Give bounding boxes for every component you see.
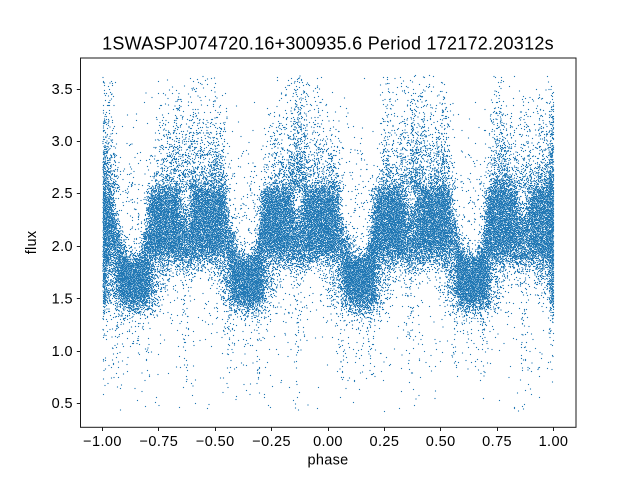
- svg-text:3.0: 3.0: [52, 134, 73, 150]
- svg-text:0.5: 0.5: [52, 396, 73, 412]
- svg-text:−0.75: −0.75: [140, 434, 179, 450]
- svg-text:−0.50: −0.50: [196, 434, 235, 450]
- svg-text:2.5: 2.5: [52, 186, 73, 202]
- svg-text:phase: phase: [307, 453, 348, 469]
- svg-text:0.50: 0.50: [426, 434, 456, 450]
- svg-text:1.5: 1.5: [52, 291, 73, 307]
- svg-text:−0.25: −0.25: [252, 434, 291, 450]
- svg-text:3.5: 3.5: [52, 82, 73, 98]
- svg-text:2.0: 2.0: [52, 239, 73, 255]
- svg-text:1SWASPJ074720.16+300935.6 Peri: 1SWASPJ074720.16+300935.6 Period 172172.…: [102, 34, 554, 54]
- svg-text:flux: flux: [24, 230, 40, 254]
- svg-text:0.75: 0.75: [482, 434, 512, 450]
- svg-text:1.0: 1.0: [52, 344, 73, 360]
- svg-text:0.25: 0.25: [369, 434, 399, 450]
- svg-text:0.00: 0.00: [313, 434, 343, 450]
- svg-text:−1.00: −1.00: [83, 434, 122, 450]
- svg-text:1.00: 1.00: [539, 434, 569, 450]
